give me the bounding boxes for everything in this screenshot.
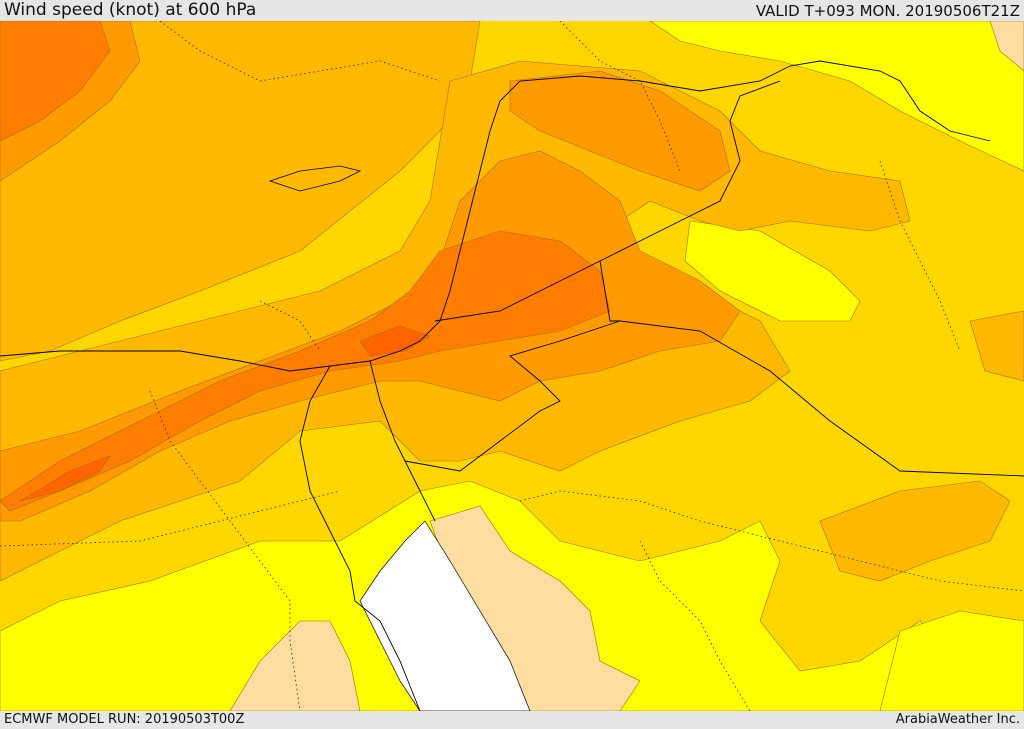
cyprus-island [268,165,362,192]
contour-low-iraq-east [684,220,861,322]
map-title: Wind speed (knot) at 600 hPa [4,0,257,20]
contour-medium-high-far-east [969,310,1024,382]
contour-lowest-sw [229,620,361,711]
contour-low-ne [649,21,1024,172]
valid-time-label: VALID T+093 MON. 20190506T21Z [755,2,1020,20]
contour-medium-high-northwest [0,21,481,362]
contour-very-high-nw [0,21,111,142]
credit-label: ArabiaWeather Inc. [895,712,1020,727]
contour-medium-high-east [819,480,1011,582]
weather-map[interactable] [0,21,1024,711]
country-borders [0,60,1024,711]
contour-high-north [509,70,731,192]
header-bar: Wind speed (knot) at 600 hPa VALID T+093… [0,0,1024,21]
admin-boundaries [0,21,1024,711]
footer-bar: ECMWF MODEL RUN: 20190503T00Z ArabiaWeat… [0,711,1024,729]
contour-extreme-core-center [359,325,431,357]
model-run-label: ECMWF MODEL RUN: 20190503T00Z [4,712,245,727]
red-sea-area [359,520,531,711]
contour-very-high-jet [0,230,611,512]
contour-lowest-corner [989,21,1024,72]
contour-low-south-east [879,610,1024,711]
contour-extreme-core-west [19,455,111,502]
